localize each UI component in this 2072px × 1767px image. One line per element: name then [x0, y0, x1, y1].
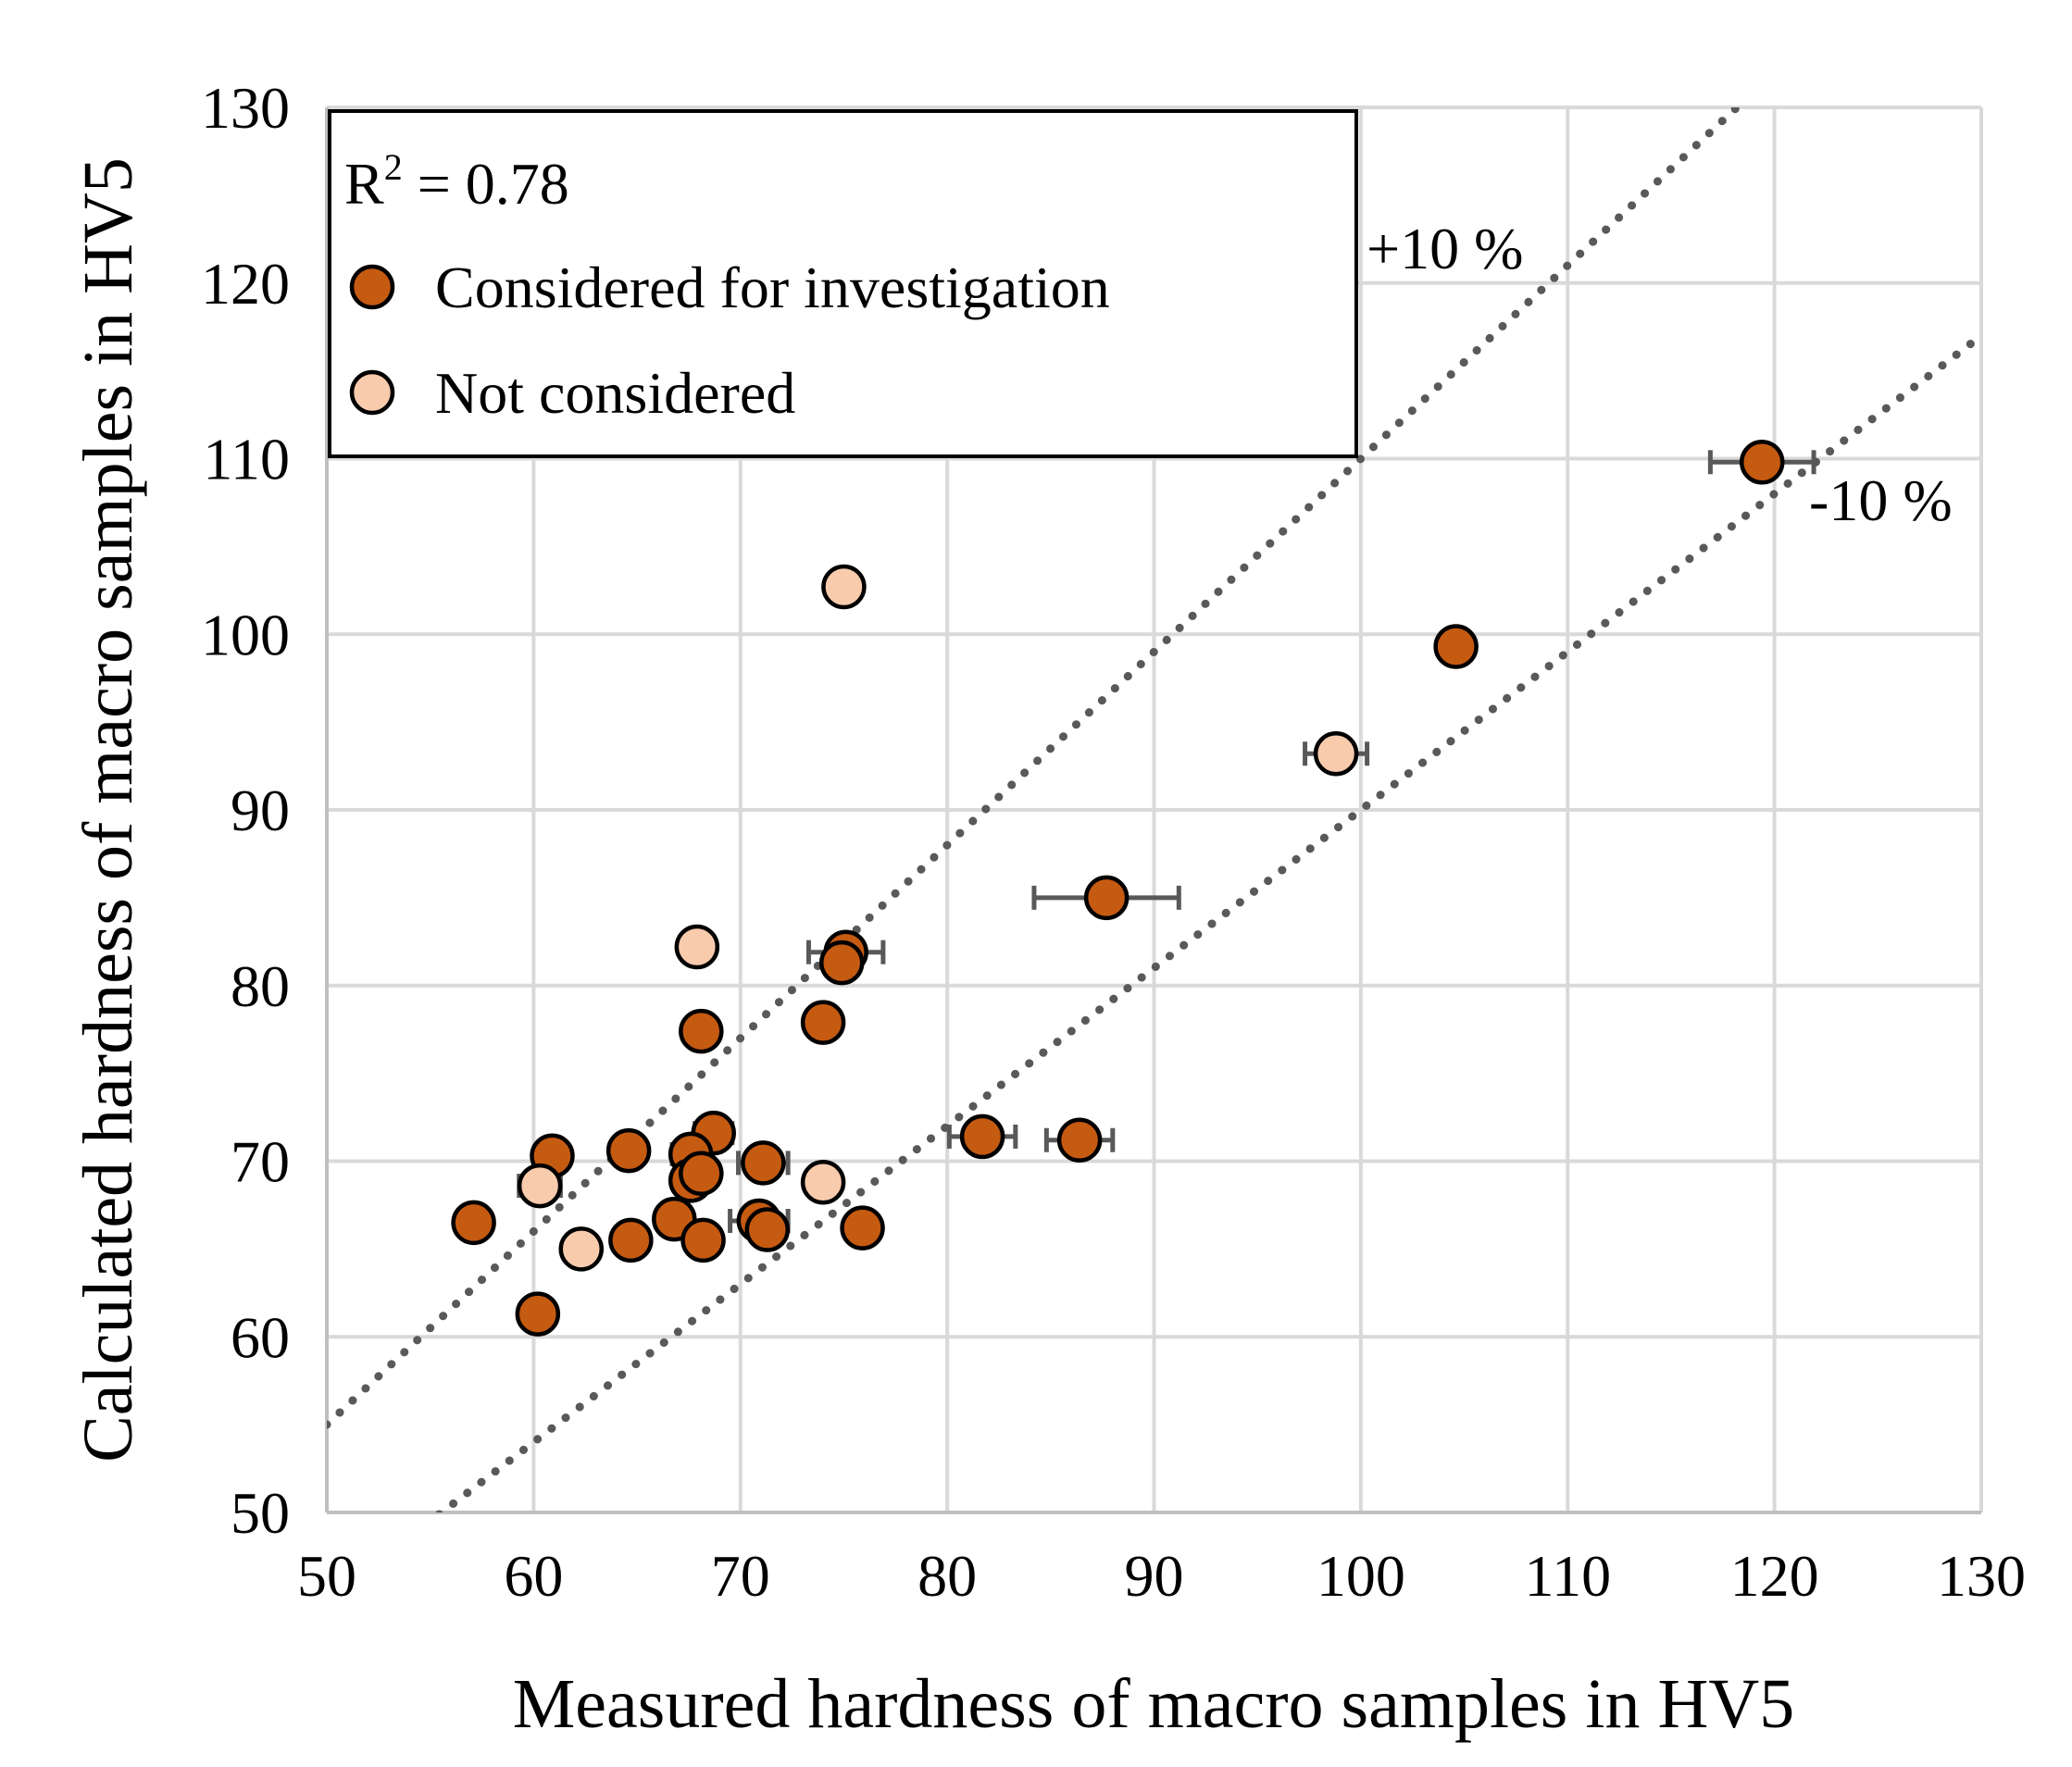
axes	[325, 107, 1981, 1514]
legend-marker-not-considered	[349, 369, 395, 416]
data-point-considered	[1433, 624, 1479, 669]
data-point-not-considered	[517, 1163, 563, 1209]
minus-10-label: -10 %	[1809, 467, 1953, 533]
y-tick-label: 100	[201, 602, 290, 667]
data-point-considered	[515, 1291, 561, 1337]
data-point-not-considered	[1313, 731, 1359, 777]
y-tick-label: 70	[231, 1129, 290, 1195]
legend-box	[328, 109, 1358, 458]
data-point-considered	[1056, 1117, 1103, 1163]
x-tick-label: 60	[504, 1543, 563, 1609]
data-point-considered	[680, 1217, 726, 1263]
data-point-considered	[741, 1140, 786, 1186]
x-tick-label: 100	[1317, 1543, 1405, 1609]
data-point-not-considered	[821, 564, 867, 610]
legend: R2 = 0.78 Considered for investigation N…	[328, 109, 1358, 458]
y-tick-label: 130	[201, 75, 290, 141]
data-point-considered	[1739, 440, 1785, 485]
y-tick-label: 80	[231, 953, 290, 1019]
x-axis-label: Measured hardness of macro samples in HV…	[513, 1665, 1795, 1743]
r-squared-label: R2 = 0.78	[344, 146, 569, 217]
y-tick-label: 120	[201, 251, 290, 317]
x-tick-label: 110	[1524, 1543, 1611, 1609]
legend-label-not-considered: Not considered	[435, 360, 795, 426]
reference-line-minus10	[434, 331, 1981, 1512]
data-point-considered	[679, 1151, 724, 1197]
y-tick-label: 60	[231, 1304, 290, 1370]
data-point-considered	[608, 1217, 654, 1263]
data-points	[451, 440, 1785, 1337]
x-tick-label: 70	[711, 1543, 770, 1609]
y-tick-label: 110	[203, 427, 290, 492]
data-point-considered	[679, 1008, 724, 1054]
grid-lines	[327, 106, 1983, 1512]
data-point-considered	[605, 1127, 652, 1174]
plus-10-label: +10 %	[1367, 216, 1523, 281]
data-point-considered	[800, 1000, 846, 1045]
x-tick-label: 50	[297, 1543, 356, 1609]
y-tick-label: 50	[231, 1480, 290, 1546]
tick-labels: 50 60 70 80 90 100 110 120 130 50 60 70 80 90 100 110 12…	[201, 75, 2026, 1609]
data-point-not-considered	[558, 1226, 605, 1272]
data-point-considered	[744, 1207, 791, 1252]
data-point-not-considered	[674, 924, 720, 970]
legend-marker-considered	[349, 264, 395, 310]
legend-label-considered: Considered for investigation	[435, 255, 1110, 320]
reference-lines	[327, 107, 1981, 1512]
x-tick-label: 130	[1937, 1543, 2026, 1609]
data-point-considered	[451, 1200, 496, 1246]
data-point-considered	[818, 939, 865, 986]
y-tick-label: 90	[231, 778, 290, 843]
data-point-considered	[1083, 875, 1130, 921]
y-axis-label: Calculated hardness of macro samples in …	[69, 157, 147, 1462]
data-point-not-considered	[800, 1160, 846, 1205]
reference-line-plus10	[327, 107, 1743, 1429]
x-tick-label: 120	[1730, 1543, 1819, 1609]
data-point-considered	[840, 1205, 885, 1251]
data-point-considered	[959, 1114, 1005, 1160]
x-tick-label: 80	[917, 1543, 977, 1609]
x-tick-label: 90	[1125, 1543, 1184, 1609]
